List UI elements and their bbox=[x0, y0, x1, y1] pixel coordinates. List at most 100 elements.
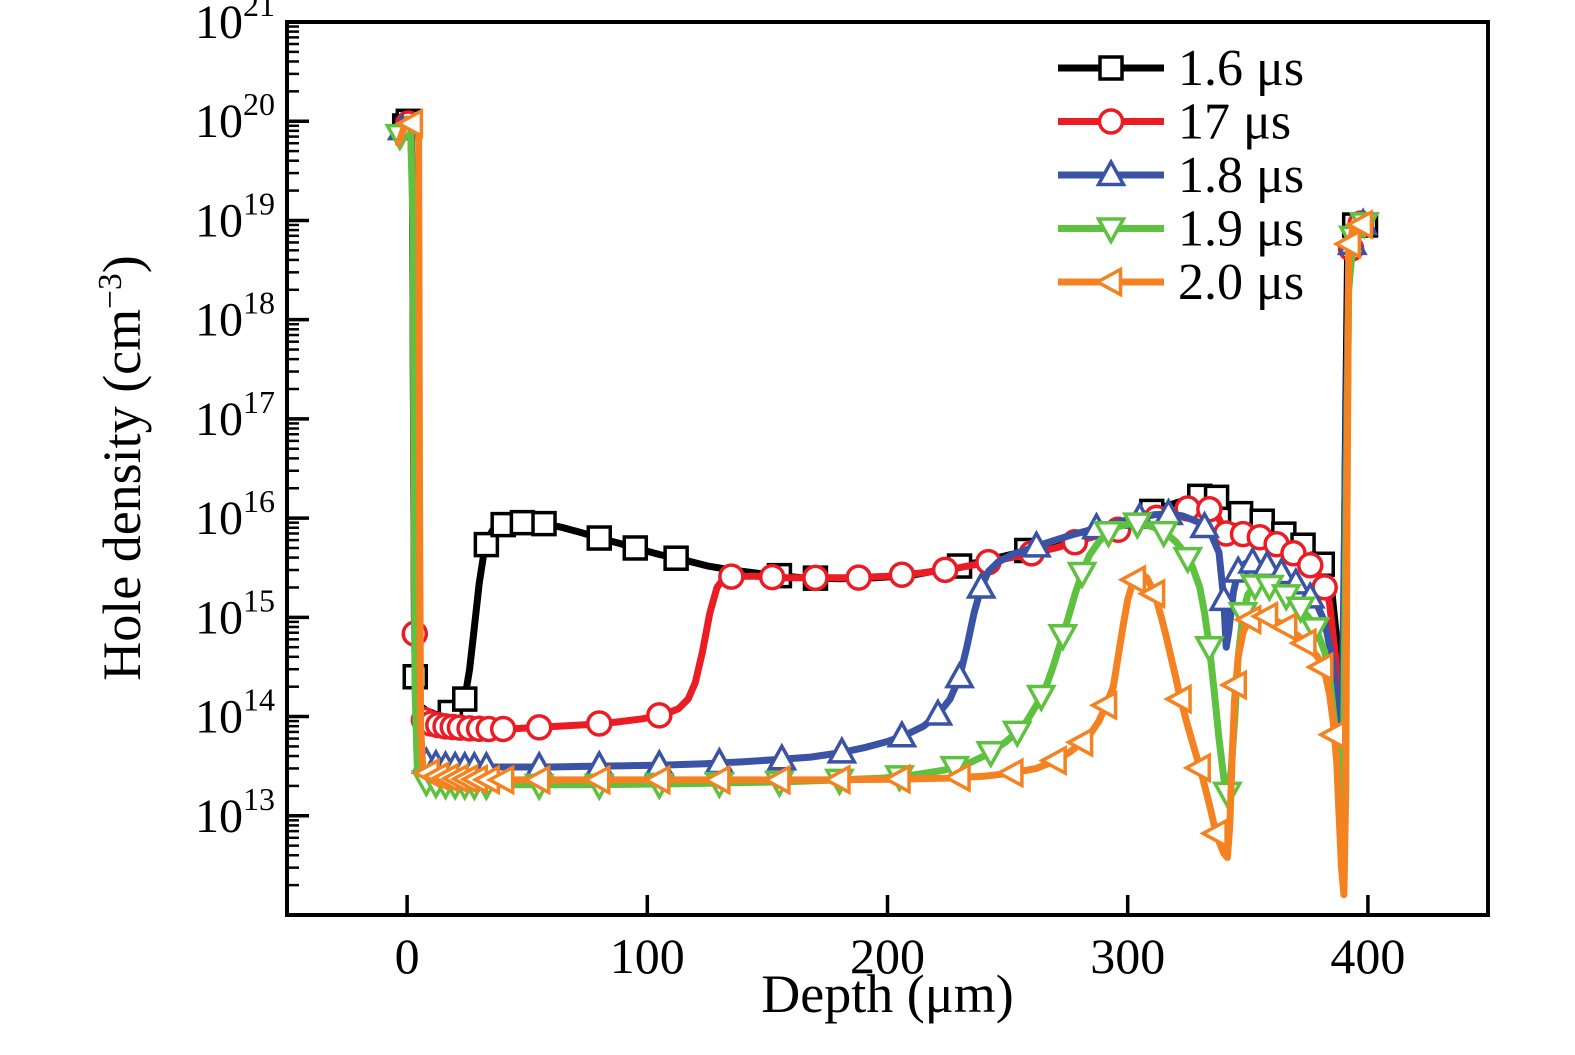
y-axis-title-main: Hole density (cm bbox=[92, 308, 152, 681]
triangle-left-marker bbox=[1305, 651, 1334, 683]
plot-border bbox=[285, 20, 1490, 917]
series-2.0-μs bbox=[394, 107, 1374, 899]
triangle-left-marker bbox=[1163, 683, 1192, 715]
triangle-left-marker bbox=[942, 762, 971, 793]
legend-label: 1.6 μs bbox=[1178, 40, 1304, 97]
y-axis-title: Hole density (cm−3) bbox=[91, 255, 153, 681]
triangle-left-marker bbox=[1344, 209, 1374, 241]
triangle-down-marker bbox=[1047, 623, 1079, 652]
square-marker bbox=[622, 535, 649, 561]
triangle-down-marker bbox=[1193, 635, 1225, 664]
triangle-up-marker bbox=[826, 735, 858, 764]
triangle-down-marker bbox=[1095, 217, 1127, 246]
square-marker bbox=[451, 686, 478, 712]
legend-label: 17 μs bbox=[1178, 94, 1291, 151]
legend-label: 2.0 μs bbox=[1178, 254, 1304, 311]
y-tick-label: 1014 bbox=[195, 682, 275, 744]
y-tick-label: 1021 bbox=[195, 0, 275, 49]
circle-marker bbox=[1297, 552, 1324, 579]
square-marker bbox=[509, 509, 536, 536]
triangle-left-marker bbox=[1288, 627, 1317, 659]
circle-marker bbox=[718, 563, 745, 590]
triangle-left-marker bbox=[642, 764, 671, 796]
x-tick-label: 400 bbox=[1330, 928, 1405, 984]
triangle-left-marker bbox=[1249, 600, 1279, 632]
triangle-up-marker bbox=[766, 742, 798, 771]
x-tick-label: 200 bbox=[850, 928, 925, 984]
y-tick-label: 1017 bbox=[195, 384, 275, 446]
square-marker bbox=[473, 531, 500, 558]
legend-item-2.0-μs: 2.0 μs bbox=[1058, 254, 1304, 311]
triangle-left-marker bbox=[1199, 818, 1228, 849]
x-tick-label: 100 bbox=[610, 928, 685, 984]
triangle-up-marker bbox=[1020, 529, 1052, 558]
triangle-left-marker bbox=[1136, 578, 1166, 610]
triangle-left-marker bbox=[486, 764, 515, 796]
triangle-left-marker bbox=[1038, 745, 1067, 777]
circle-marker bbox=[586, 710, 613, 737]
triangle-down-marker bbox=[1121, 512, 1153, 541]
triangle-left-marker bbox=[995, 757, 1024, 789]
circle-marker bbox=[802, 564, 829, 592]
y-axis-title-exponent: −3 bbox=[92, 273, 129, 309]
y-tick-label: 1016 bbox=[195, 483, 275, 545]
circle-marker bbox=[525, 714, 553, 741]
triangle-down-marker bbox=[1148, 520, 1180, 549]
square-marker bbox=[586, 525, 613, 551]
y-axis: 1013 1014 1015 1016 1017 1018 1019 1020 1021 bbox=[195, 0, 309, 843]
legend-label: 1.9 μs bbox=[1178, 201, 1304, 258]
triangle-left-marker bbox=[582, 764, 611, 796]
triangle-up-marker bbox=[944, 660, 976, 689]
triangle-left-marker bbox=[1332, 228, 1362, 260]
triangle-left-marker bbox=[1182, 752, 1212, 784]
triangle-down-marker bbox=[1285, 596, 1317, 625]
triangle-up-marker bbox=[922, 697, 954, 726]
circle-marker bbox=[845, 564, 872, 591]
y-tick-label: 1019 bbox=[195, 185, 275, 247]
triangle-down-marker bbox=[1093, 521, 1124, 549]
legend-item-17-μs: 17 μs bbox=[1058, 94, 1291, 151]
triangle-up-marker bbox=[1095, 158, 1127, 187]
circle-marker bbox=[646, 702, 673, 729]
triangle-up-marker bbox=[886, 719, 918, 748]
triangle-left-marker bbox=[1117, 564, 1147, 596]
triangle-left-marker bbox=[522, 764, 551, 796]
legend-item-1.8-μs: 1.8 μs bbox=[1058, 147, 1304, 204]
triangle-left-marker bbox=[1093, 266, 1123, 298]
triangle-down-marker bbox=[1066, 561, 1098, 590]
triangle-left-marker bbox=[1269, 611, 1298, 643]
square-marker bbox=[1098, 55, 1124, 81]
triangle-up-marker bbox=[1189, 510, 1221, 539]
legend-item-1.6-μs: 1.6 μs bbox=[1058, 40, 1304, 97]
triangle-down-marker bbox=[1001, 720, 1033, 749]
triangle-left-marker bbox=[1218, 669, 1248, 701]
x-tick-label: 300 bbox=[1090, 928, 1165, 984]
x-tick-label: 0 bbox=[395, 928, 420, 984]
y-tick-label: 1015 bbox=[195, 582, 275, 644]
triangle-left-marker bbox=[822, 764, 851, 796]
triangle-down-marker bbox=[1172, 546, 1204, 575]
circle-marker bbox=[489, 715, 517, 743]
triangle-left-marker bbox=[702, 764, 731, 796]
square-marker bbox=[663, 545, 689, 571]
legend-item-1.9-μs: 1.9 μs bbox=[1058, 201, 1304, 258]
circle-marker bbox=[931, 556, 959, 584]
y-tick-label: 1013 bbox=[195, 781, 275, 843]
triangle-up-marker bbox=[965, 570, 997, 599]
triangle-left-marker bbox=[1088, 689, 1118, 721]
circle-marker bbox=[1097, 108, 1125, 135]
circle-marker bbox=[758, 563, 786, 591]
triangle-down-marker bbox=[1025, 684, 1057, 713]
triangle-left-marker bbox=[1064, 726, 1094, 758]
triangle-left-marker bbox=[394, 107, 424, 139]
square-marker bbox=[531, 510, 557, 537]
triangle-left-marker bbox=[882, 763, 911, 795]
y-axis-title-close: ) bbox=[92, 255, 152, 274]
y-tick-label: 1018 bbox=[195, 285, 275, 347]
triangle-left-marker bbox=[762, 764, 791, 796]
y-tick-label: 1020 bbox=[195, 86, 275, 148]
x-axis: 0 100 200 300 400 bbox=[395, 895, 1405, 984]
